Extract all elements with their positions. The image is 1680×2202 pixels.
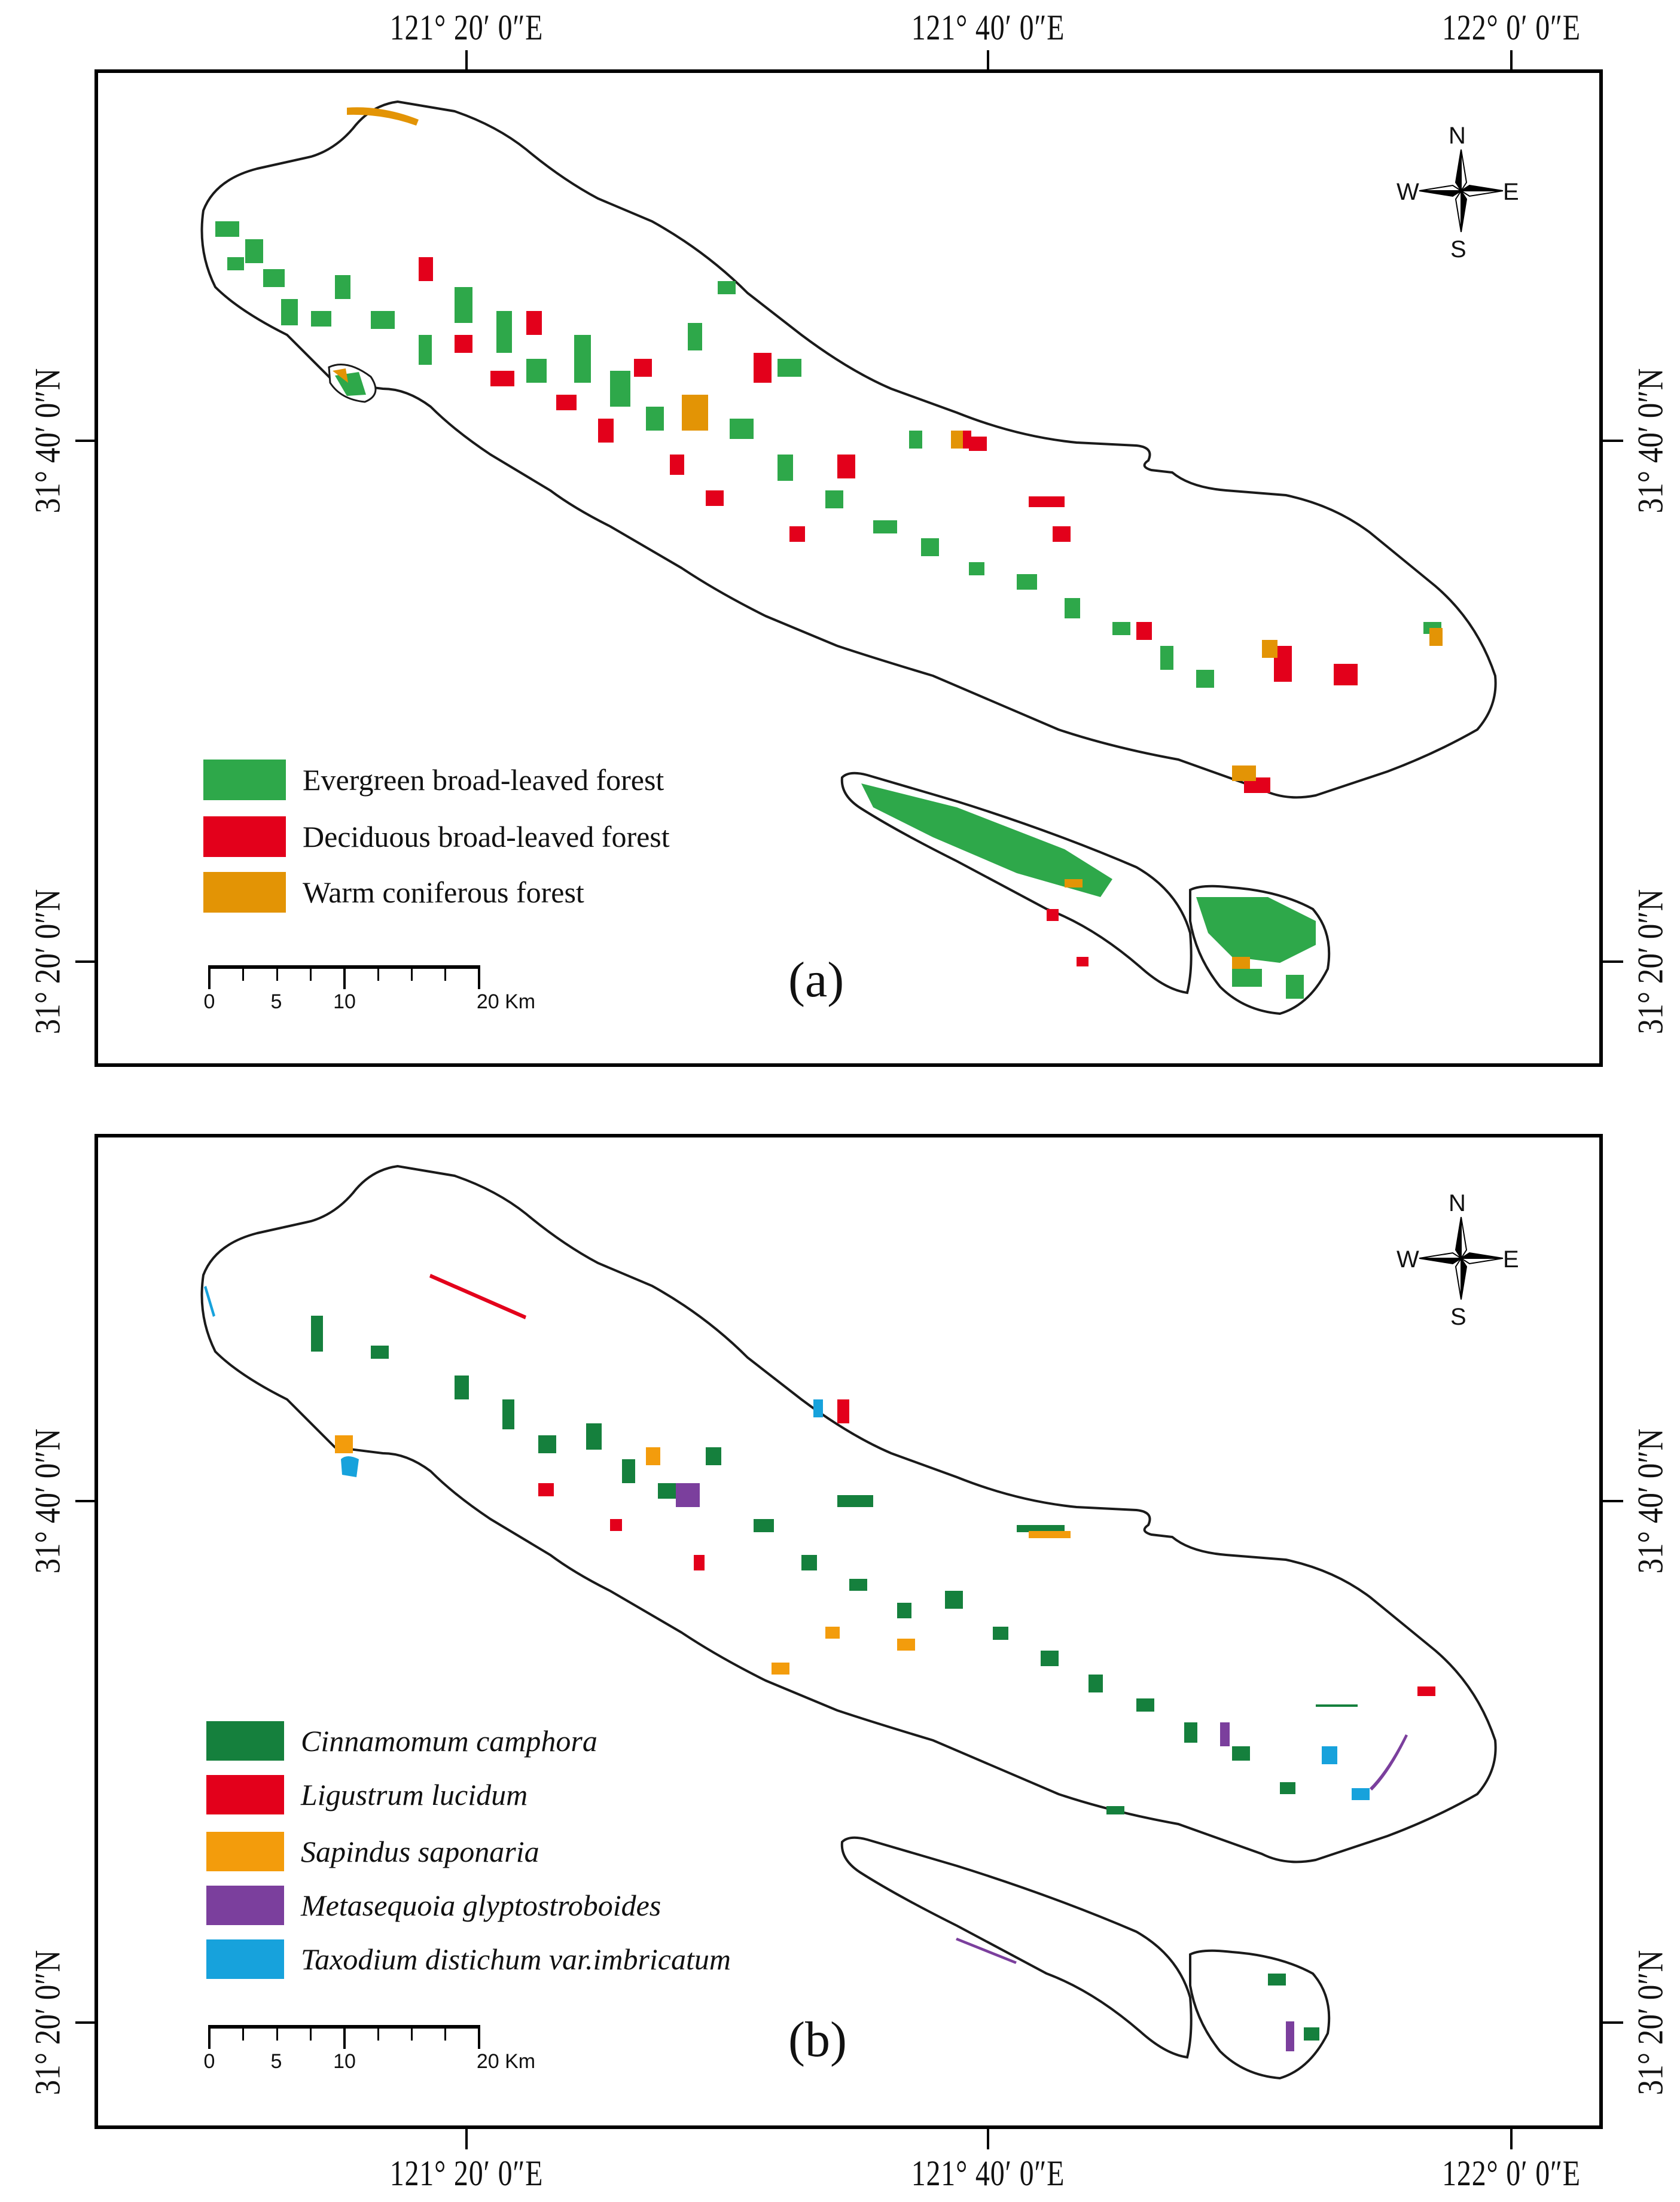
panel-label-a: (a) (788, 952, 844, 1008)
lat-label-left-b1: 31° 40′ 0″N (28, 1428, 68, 1574)
legend-b: Cinnamomum camphora Ligustrum lucidum Sa… (206, 1721, 804, 1984)
legend-label-taxodium: Taxodium distichum var.imbricatum (301, 1942, 731, 1976)
legend-label-cinnamomum: Cinnamomum camphora (301, 1724, 597, 1758)
lat-tick-left-b1 (75, 1500, 96, 1502)
long-island-outline-b (840, 1836, 1193, 2059)
scale-label-10-b: 10 (333, 2050, 356, 2073)
legend-label-sapindus: Sapindus saponaria (301, 1835, 539, 1868)
swatch-sapindus (206, 1832, 284, 1871)
legend-item-coniferous: Warm coniferous forest (203, 872, 584, 913)
lat-tick-left-a1 (75, 440, 96, 442)
legend-item-taxodium: Taxodium distichum var.imbricatum (206, 1939, 731, 1979)
lon-label-top-2: 121° 40′ 0″E (911, 8, 1065, 47)
compass-star-icon-b (1419, 1216, 1504, 1300)
north-arrow-a: N S W E (1397, 123, 1519, 263)
compass-n: N (1449, 123, 1466, 149)
legend-label-ligustrum: Ligustrum lucidum (301, 1778, 528, 1811)
legend-item-cinnamomum: Cinnamomum camphora (206, 1721, 597, 1761)
compass-e-b: E (1503, 1246, 1519, 1273)
lat-tick-left-a2 (75, 960, 96, 963)
lon-tick-bottom-1 (465, 2129, 468, 2149)
lat-tick-left-b2 (75, 2021, 96, 2024)
lat-tick-right-a1 (1603, 440, 1623, 442)
lat-tick-right-b1 (1603, 1500, 1623, 1502)
legend-item-ligustrum: Ligustrum lucidum (206, 1775, 528, 1814)
lon-label-bottom-1: 121° 20′ 0″E (389, 2154, 544, 2193)
legend-item-sapindus: Sapindus saponaria (206, 1832, 539, 1871)
compass-s-b: S (1450, 1304, 1466, 1330)
swatch-coniferous (203, 872, 286, 913)
scale-label-20: 20 Km (476, 990, 536, 1013)
main-island-outline (200, 100, 1497, 799)
swatch-ligustrum (206, 1775, 284, 1814)
lat-tick-right-b2 (1603, 2021, 1623, 2024)
main-island-outline-b (200, 1164, 1497, 1864)
swatch-evergreen (203, 760, 286, 800)
lat-tick-right-a2 (1603, 960, 1623, 963)
swatch-metasequoia (206, 1886, 284, 1925)
lon-tick-top-1 (465, 50, 468, 71)
north-arrow-b: N S W E (1397, 1190, 1519, 1330)
lon-tick-bottom-2 (987, 2129, 989, 2149)
legend-label-deciduous: Deciduous broad-leaved forest (303, 820, 670, 853)
round-island-outline-b (1189, 1949, 1331, 2080)
scale-label-5: 5 (270, 990, 282, 1013)
species-patches-b (204, 1274, 1435, 2051)
legend-label-metasequoia: Metasequoia glyptostroboides (301, 1889, 661, 1922)
compass-e: E (1503, 179, 1519, 205)
legend-item-deciduous: Deciduous broad-leaved forest (203, 816, 670, 857)
lon-label-top-3: 122° 0′ 0″E (1442, 8, 1581, 47)
compass-star-icon (1419, 149, 1504, 233)
lat-label-right-b2: 31° 20′ 0″N (1630, 1950, 1670, 2096)
lon-label-bottom-3: 122° 0′ 0″E (1442, 2154, 1581, 2193)
legend-item-evergreen: Evergreen broad-leaved forest (203, 760, 664, 800)
scale-bar-graphic-b (208, 2025, 480, 2049)
lat-label-left-b2: 31° 20′ 0″N (28, 1950, 68, 2096)
scale-label-0: 0 (203, 990, 215, 1013)
panel-label-b: (b) (788, 2012, 847, 2067)
swatch-deciduous (203, 816, 286, 857)
compass-n-b: N (1449, 1190, 1466, 1216)
swatch-taxodium (206, 1939, 284, 1979)
legend-label-coniferous: Warm coniferous forest (303, 876, 584, 909)
compass-w: W (1397, 179, 1419, 205)
compass-s: S (1450, 236, 1466, 263)
island-map-a (200, 100, 1497, 1015)
lat-label-right-b1: 31° 40′ 0″N (1630, 1428, 1670, 1574)
scale-label-20-b: 20 Km (476, 2050, 536, 2073)
lon-tick-bottom-3 (1510, 2129, 1513, 2149)
swatch-cinnamomum (206, 1721, 284, 1761)
lon-tick-top-3 (1510, 50, 1513, 71)
legend-a: Evergreen broad-leaved forest Deciduous … (203, 760, 742, 927)
scale-bar-a: 0 5 10 20 Km (203, 957, 535, 1017)
lon-label-top-1: 121° 20′ 0″E (389, 8, 544, 47)
scale-label-5-b: 5 (270, 2050, 282, 2073)
scale-label-0-b: 0 (203, 2050, 215, 2073)
lon-tick-top-2 (987, 50, 989, 71)
scale-label-10: 10 (333, 990, 356, 1013)
compass-w-b: W (1397, 1246, 1419, 1273)
legend-label-evergreen: Evergreen broad-leaved forest (303, 763, 664, 797)
scale-bar-b: 0 5 10 20 Km (203, 2017, 535, 2076)
legend-item-metasequoia: Metasequoia glyptostroboides (206, 1886, 661, 1925)
scale-bar-graphic (208, 965, 480, 989)
forest-patches-a (215, 107, 1443, 999)
lon-label-bottom-2: 121° 40′ 0″E (911, 2154, 1065, 2193)
